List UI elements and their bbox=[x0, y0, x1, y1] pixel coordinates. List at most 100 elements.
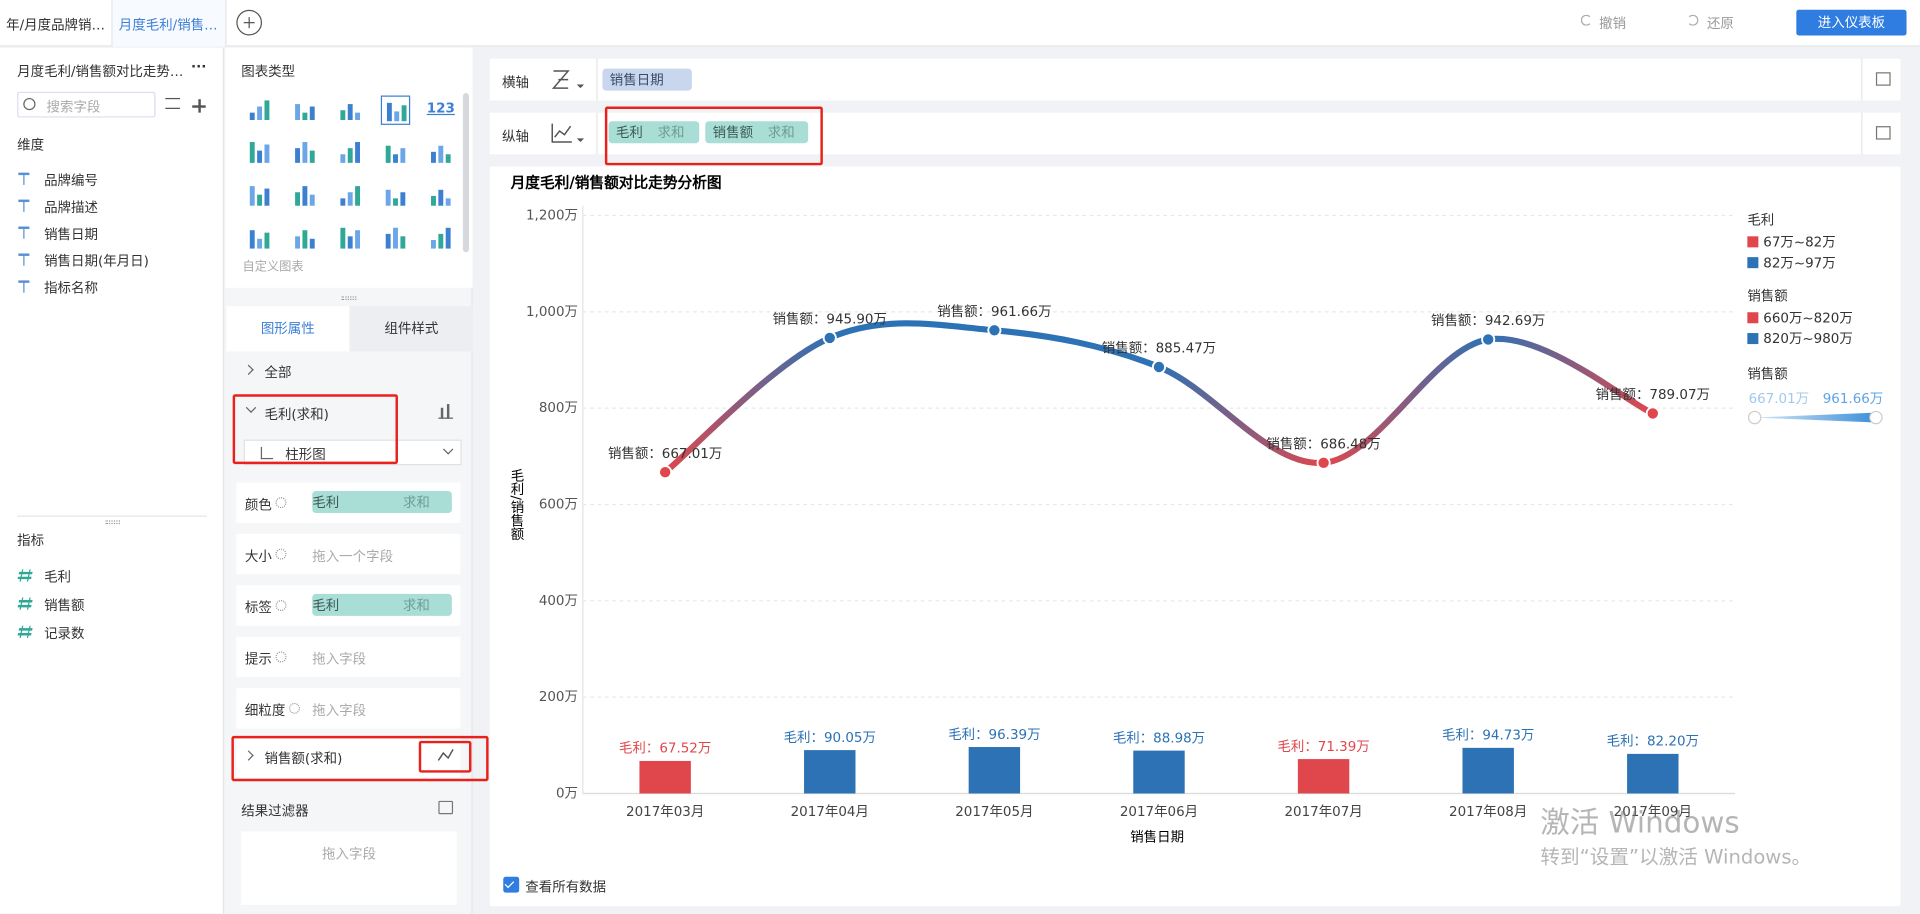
axis-setting[interactable] bbox=[1875, 72, 1891, 86]
icon-bar bbox=[347, 148, 353, 163]
line-type-icon[interactable] bbox=[437, 748, 454, 763]
checkbox[interactable] bbox=[503, 876, 520, 893]
icon-bar bbox=[385, 233, 391, 249]
tab-active[interactable]: 月度毛利/销售… bbox=[112, 0, 227, 47]
setting-icon[interactable] bbox=[275, 651, 287, 663]
icon-bar bbox=[400, 192, 406, 206]
property-label: 提示 bbox=[244, 651, 272, 668]
y-field-pill[interactable]: 销售额 求和 bbox=[705, 121, 809, 144]
icon-part bbox=[440, 407, 444, 419]
setting-icon[interactable] bbox=[275, 600, 287, 612]
icon-bar bbox=[438, 189, 444, 206]
dimension-field[interactable]: 销售日期(年月日) bbox=[44, 253, 149, 270]
chart-type-icon[interactable] bbox=[290, 138, 319, 167]
divider bbox=[17, 515, 207, 517]
field-pill[interactable]: 毛利 求和 bbox=[312, 491, 452, 514]
chart-type-icon[interactable] bbox=[380, 95, 411, 125]
property-row bbox=[236, 688, 461, 729]
icon-bar bbox=[347, 192, 353, 206]
chart-type-icon[interactable] bbox=[290, 181, 319, 210]
more-button[interactable]: ··· bbox=[191, 58, 207, 75]
chart-type-icon[interactable] bbox=[336, 224, 365, 253]
legend-label: 820万~980万 bbox=[1763, 332, 1853, 347]
chart-type-icon[interactable] bbox=[381, 224, 410, 253]
all-section[interactable]: 全部 bbox=[264, 364, 292, 381]
scrollbar[interactable] bbox=[462, 93, 469, 253]
custom-chart[interactable]: 自定义图表 bbox=[242, 260, 304, 275]
chart-type-icon[interactable] bbox=[245, 224, 274, 253]
bar-type-icon[interactable] bbox=[438, 404, 454, 419]
filter-drop-zone[interactable]: 拖入字段 bbox=[241, 831, 457, 905]
tab[interactable]: 年/月度品牌销… bbox=[0, 0, 113, 47]
chart-type-icon[interactable]: 123 bbox=[426, 96, 455, 125]
highlight-box bbox=[231, 735, 489, 782]
series-section[interactable]: 毛利(求和) bbox=[264, 406, 329, 423]
chart-type-icon[interactable] bbox=[245, 138, 274, 167]
dimension-field[interactable]: 品牌描述 bbox=[44, 199, 98, 216]
drop-placeholder[interactable]: 拖入字段 bbox=[312, 702, 367, 719]
property-tab-active[interactable]: 图形属性 bbox=[226, 306, 349, 352]
series-section[interactable]: 销售额(求和) bbox=[264, 750, 343, 767]
enter-dashboard-button[interactable]: 进入仪表板 bbox=[1796, 9, 1907, 36]
x-axis-type-button[interactable] bbox=[551, 69, 585, 93]
redo[interactable]: 还原 bbox=[1706, 15, 1734, 32]
chart-type-icon[interactable] bbox=[381, 138, 410, 167]
add-tab[interactable] bbox=[236, 9, 263, 36]
highlight-box bbox=[604, 106, 823, 166]
chart-type-icon[interactable] bbox=[336, 181, 365, 210]
show-all-data[interactable]: 查看所有数据 bbox=[525, 879, 607, 896]
property-tab[interactable]: 组件样式 bbox=[350, 306, 473, 352]
chart-type-icon[interactable] bbox=[426, 138, 455, 167]
chart-type-icon[interactable] bbox=[426, 224, 455, 253]
chart-type-icon[interactable] bbox=[245, 96, 274, 125]
x-tick-label: 2017年08月 bbox=[1449, 804, 1527, 820]
measure-field[interactable]: 记录数 bbox=[44, 625, 85, 642]
dimension-field[interactable]: 销售日期 bbox=[44, 226, 98, 243]
measure-field[interactable]: 毛利 bbox=[44, 569, 72, 586]
legend-swatch bbox=[1747, 257, 1759, 269]
chart-type-icon[interactable] bbox=[245, 181, 274, 210]
chart-type-icon[interactable] bbox=[336, 96, 365, 125]
icon-bar bbox=[340, 198, 346, 206]
y-axis-type-button[interactable] bbox=[551, 122, 585, 146]
dimension-field[interactable]: 品牌编号 bbox=[44, 172, 98, 189]
filter-icon[interactable] bbox=[438, 800, 454, 815]
search-box[interactable] bbox=[17, 91, 156, 118]
chart-type-icon[interactable] bbox=[381, 181, 410, 210]
field-pill[interactable]: 毛利 求和 bbox=[312, 593, 452, 616]
chart-type-icon[interactable] bbox=[336, 138, 365, 167]
drop-placeholder[interactable]: 拖入一个字段 bbox=[312, 548, 394, 565]
add-field[interactable] bbox=[198, 99, 201, 113]
drop-placeholder[interactable]: 拖入字段 bbox=[312, 651, 367, 668]
chart-type-icon[interactable] bbox=[290, 96, 319, 125]
setting-icon[interactable] bbox=[275, 548, 287, 560]
chart-kind-select[interactable] bbox=[243, 439, 462, 466]
setting-icon[interactable] bbox=[288, 702, 301, 714]
icon-bar bbox=[264, 232, 270, 249]
slider-handle[interactable] bbox=[1747, 410, 1762, 425]
divider bbox=[1861, 58, 1863, 101]
axis-setting[interactable] bbox=[1875, 126, 1891, 140]
resize-handle[interactable] bbox=[105, 520, 121, 525]
icon-bar bbox=[431, 195, 436, 206]
icon bbox=[551, 70, 585, 89]
bar-value-label: 毛利：67.52万 bbox=[619, 741, 711, 757]
undo[interactable]: 撤销 bbox=[1599, 15, 1627, 32]
chart-type-icon[interactable] bbox=[290, 224, 319, 253]
y-tick-label: 200万 bbox=[539, 690, 578, 705]
dimension-icon bbox=[18, 199, 30, 212]
icon-bar bbox=[264, 188, 270, 206]
x-field-pill[interactable]: 销售日期 bbox=[602, 68, 692, 91]
setting-icon[interactable] bbox=[275, 497, 287, 509]
resize-handle[interactable] bbox=[341, 296, 357, 301]
line-value-label: 销售额：961.66万 bbox=[937, 304, 1051, 320]
measure-field[interactable]: 销售额 bbox=[44, 597, 85, 614]
sort-button[interactable] bbox=[165, 97, 181, 109]
chart-type-text: 123 bbox=[426, 100, 455, 117]
dimension-field[interactable]: 指标名称 bbox=[44, 280, 98, 297]
icon-bar bbox=[257, 106, 263, 121]
dimension-title: 维度 bbox=[17, 137, 45, 154]
chart-type-icon[interactable] bbox=[426, 181, 455, 210]
y-field-pill[interactable]: 毛利 求和 bbox=[608, 121, 700, 144]
divider bbox=[596, 58, 598, 101]
